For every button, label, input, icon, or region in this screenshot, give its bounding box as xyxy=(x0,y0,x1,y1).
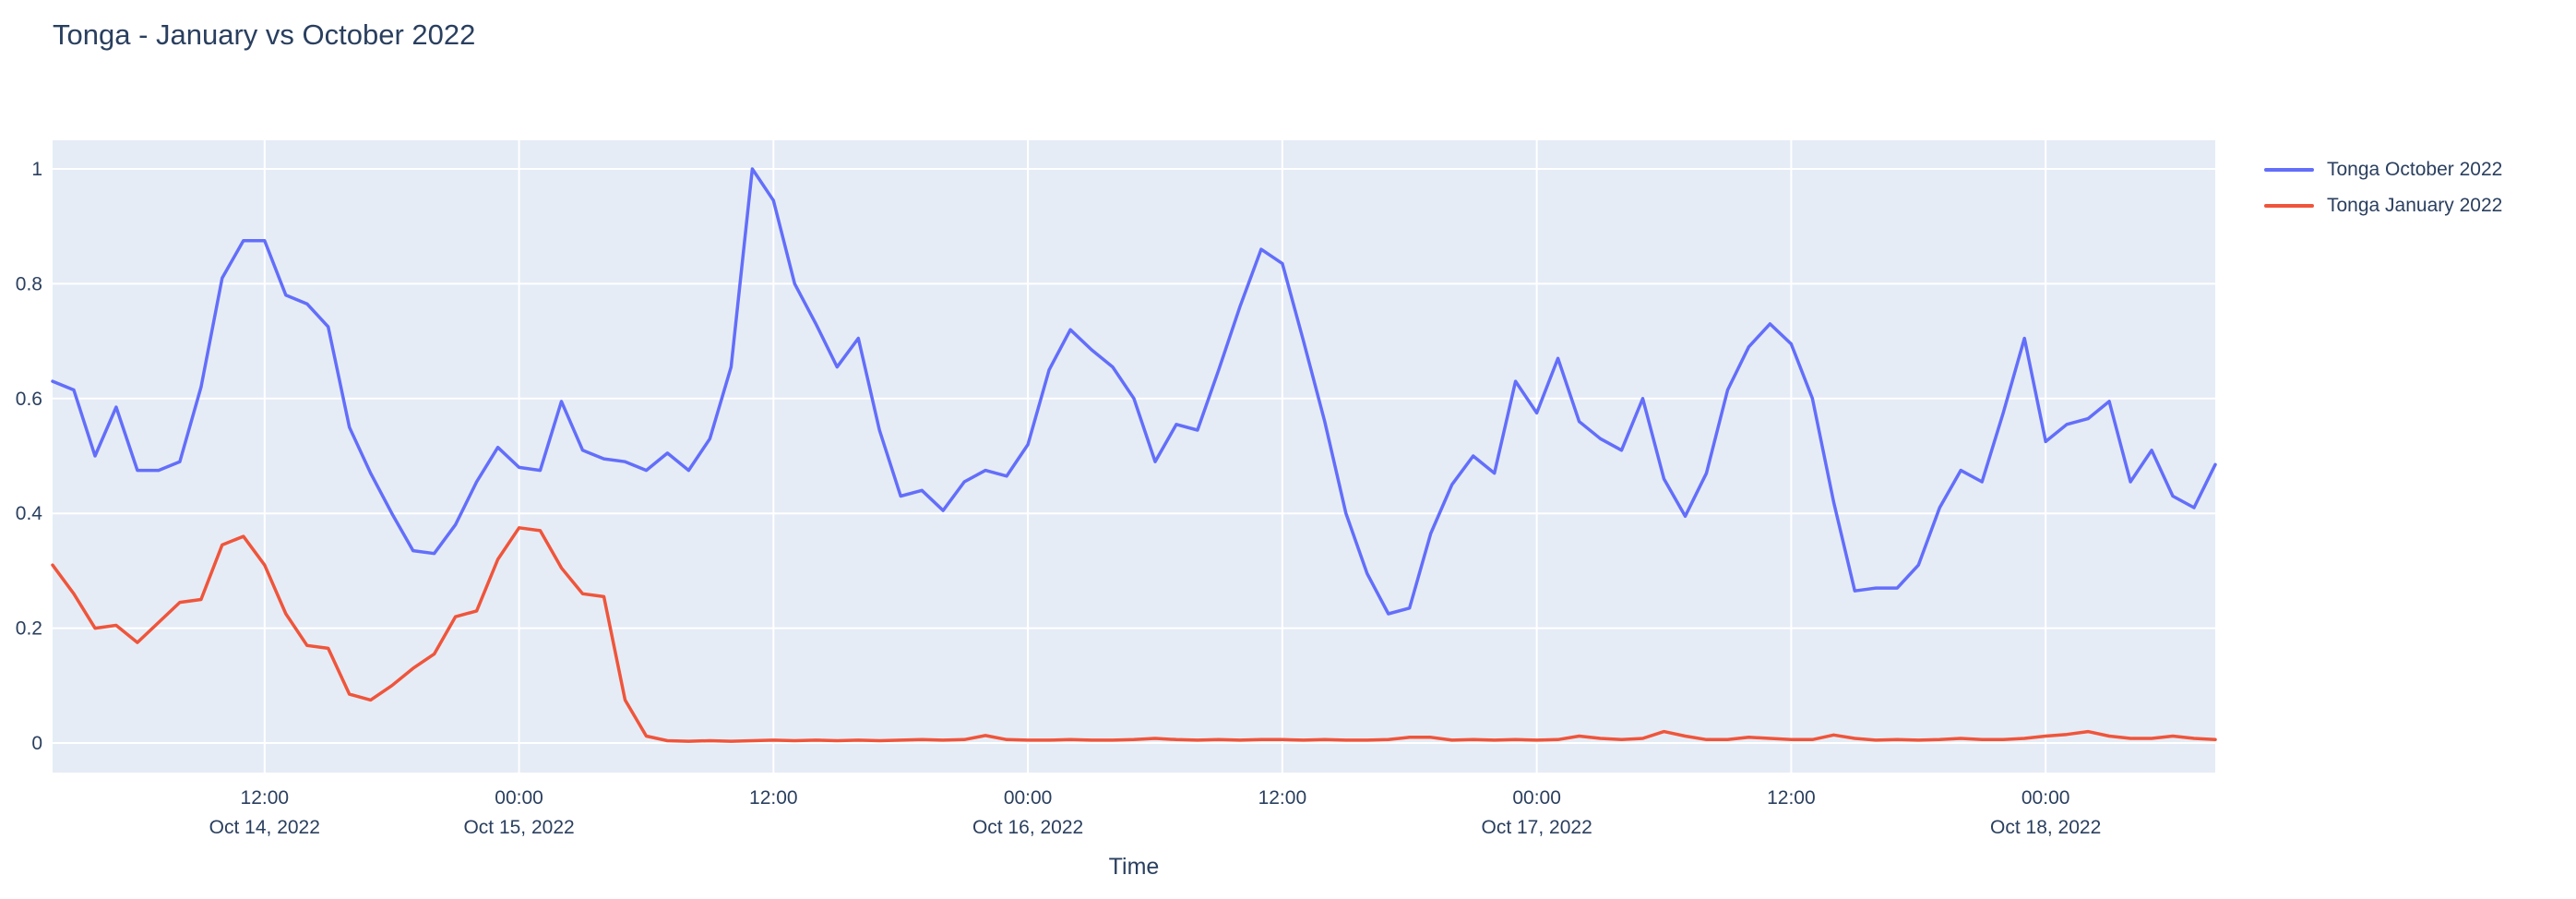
x-tick-time-2: 12:00 xyxy=(749,787,798,809)
x-tick-time-3: 00:00 xyxy=(1004,787,1053,809)
x-tick-time-0: 12:00 xyxy=(241,787,290,809)
x-tick-date-5: Oct 17, 2022 xyxy=(1482,817,1592,838)
series-line-tonga-october-2022[interactable] xyxy=(51,167,2217,616)
x-tick-date-1: Oct 15, 2022 xyxy=(463,817,574,838)
x-tick-time-4: 12:00 xyxy=(1258,787,1307,809)
y-tick-label-4: 0.8 xyxy=(16,273,42,294)
x-tick-time-7: 00:00 xyxy=(2021,787,2070,809)
y-tick-label-5: 1 xyxy=(31,159,42,180)
x-axis-title: Time xyxy=(1109,854,1160,880)
x-tick-date-7: Oct 18, 2022 xyxy=(1990,817,2101,838)
x-tick-time-6: 12:00 xyxy=(1767,787,1816,809)
y-tick-label-2: 0.4 xyxy=(16,503,43,524)
legend: Tonga October 2022 Tonga January 2022 xyxy=(2264,151,2502,223)
y-tick-label-3: 0.6 xyxy=(16,389,42,410)
chart-title: Tonga - January vs October 2022 xyxy=(53,18,476,51)
legend-item-tonga-october-2022[interactable]: Tonga October 2022 xyxy=(2264,151,2502,187)
y-tick-label-0: 0 xyxy=(31,733,42,754)
x-tick-date-3: Oct 16, 2022 xyxy=(972,817,1083,838)
plot-background xyxy=(53,140,2215,773)
x-tick-date-0: Oct 14, 2022 xyxy=(209,817,320,838)
series-line-tonga-january-2022[interactable] xyxy=(51,526,2217,743)
legend-label-january: Tonga January 2022 xyxy=(2327,194,2503,216)
y-tick-label-1: 0.2 xyxy=(16,618,42,640)
x-tick-time-5: 00:00 xyxy=(1512,787,1561,809)
legend-item-tonga-january-2022[interactable]: Tonga January 2022 xyxy=(2264,187,2502,223)
legend-line-swatch-january xyxy=(2264,203,2314,208)
legend-label-october: Tonga October 2022 xyxy=(2327,158,2503,180)
legend-line-swatch-october xyxy=(2264,167,2314,172)
x-tick-time-1: 00:00 xyxy=(495,787,543,809)
